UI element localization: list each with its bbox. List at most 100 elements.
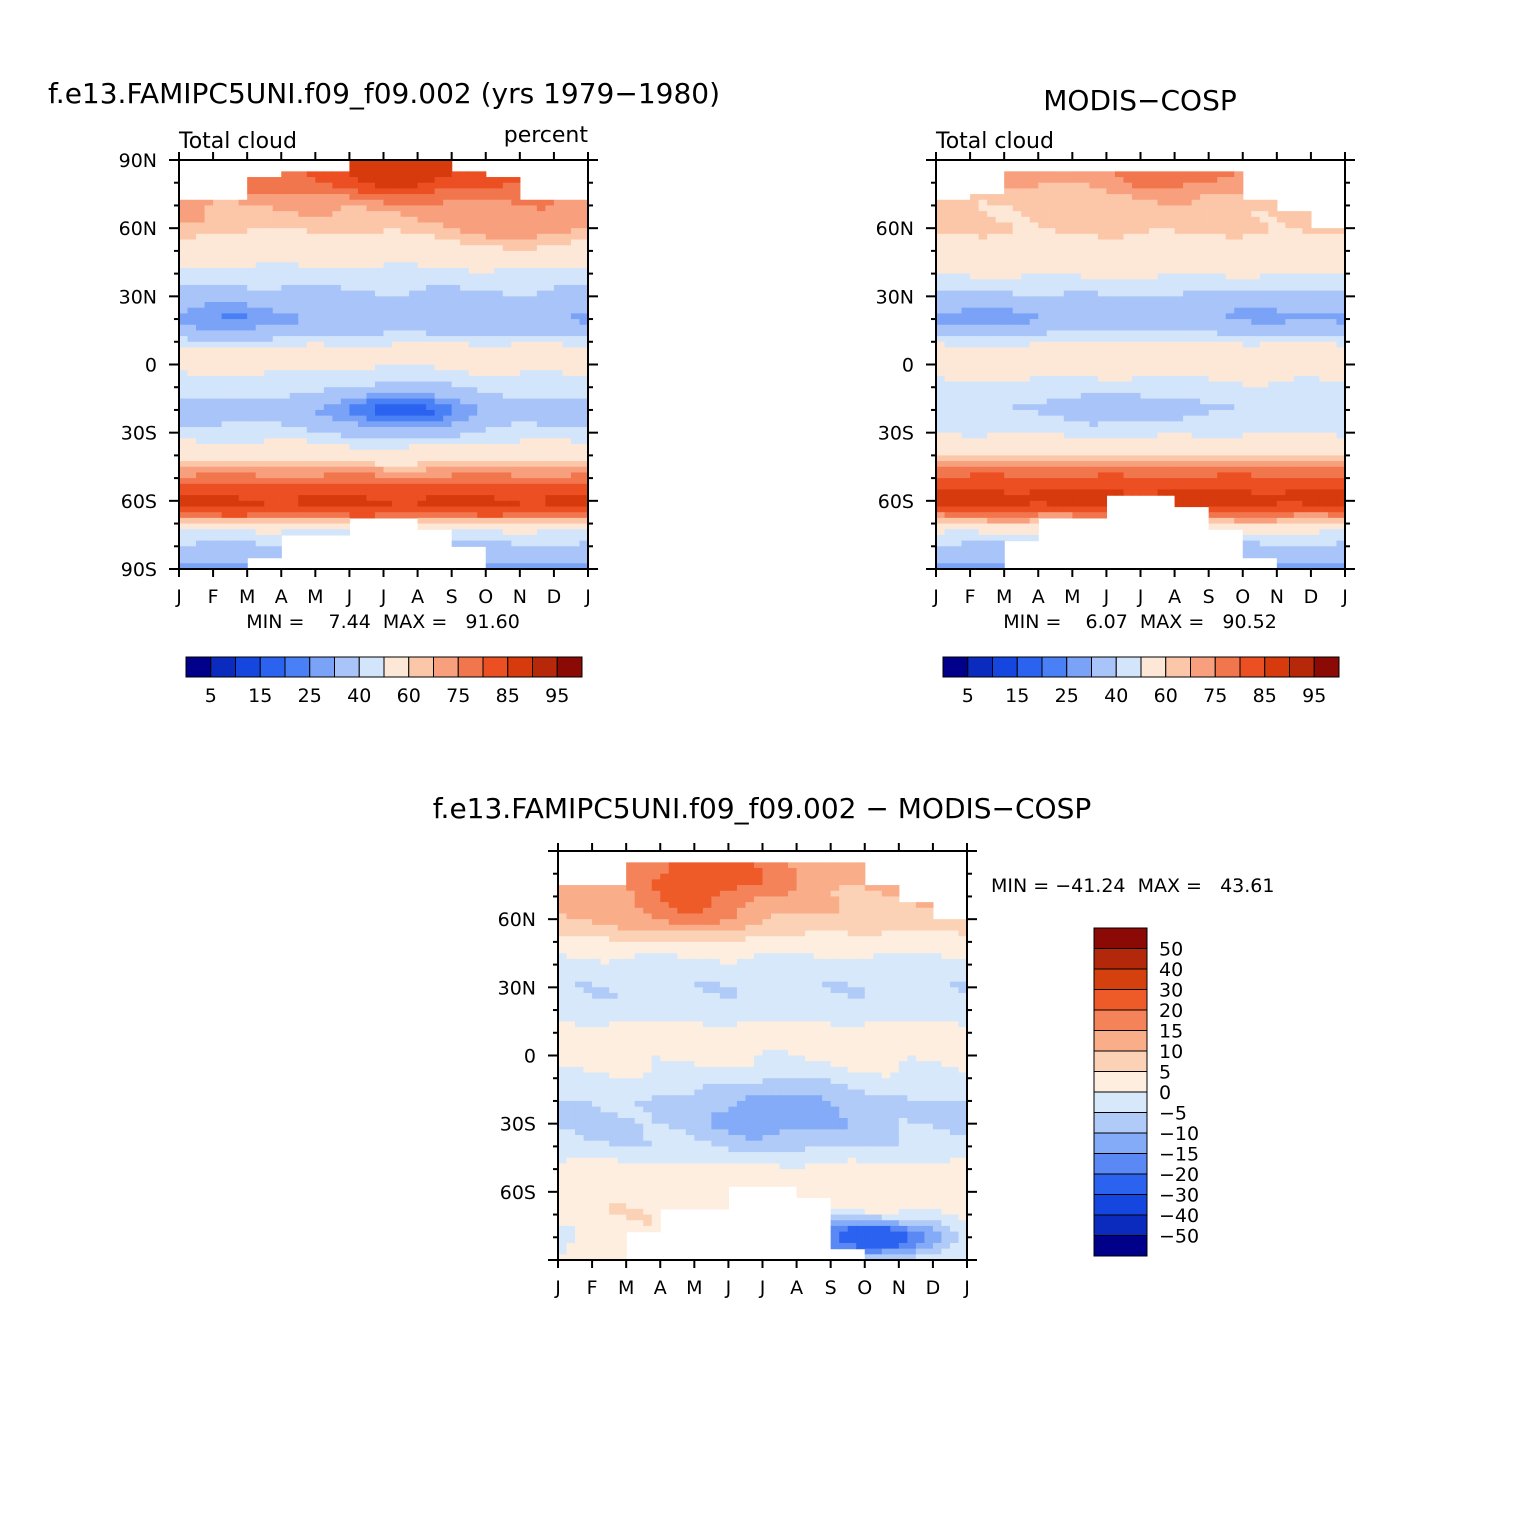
model-contour-cell — [196, 364, 206, 371]
obs-contour-cell — [970, 341, 980, 349]
obs-contour-cell — [1200, 341, 1210, 349]
obs-contour-cell — [1063, 205, 1073, 212]
model-contour-cell — [221, 341, 231, 349]
model-colorbar-label: 95 — [545, 685, 569, 707]
model-contour-cell — [434, 466, 444, 474]
model-contour-cell — [213, 512, 223, 519]
obs-contour-cell — [961, 353, 971, 360]
model-y-tick-label: 60N — [119, 218, 157, 240]
model-contour-cell — [247, 398, 257, 405]
model-contour-cell — [460, 216, 470, 224]
obs-contour-cell — [1200, 273, 1210, 280]
model-contour-cell — [340, 500, 351, 508]
obs-contour-cell — [970, 324, 980, 332]
model-contour-cell — [204, 500, 214, 508]
obs-contour-cell — [953, 364, 963, 371]
obs-contour-cell — [978, 307, 988, 314]
model-contour-cell — [315, 324, 325, 332]
obs-contour-cell — [1319, 358, 1329, 366]
model-contour-cell — [238, 239, 248, 246]
model-contour-cell — [383, 387, 393, 394]
obs-contour-cell — [1310, 387, 1321, 394]
model-contour-cell — [306, 506, 316, 513]
model-contour-cell — [196, 472, 206, 479]
model-contour-cell — [340, 483, 351, 491]
model-contour-cell — [494, 421, 504, 428]
model-contour-cell — [230, 199, 240, 207]
model-contour-cell — [213, 222, 223, 229]
obs-contour-cell — [1268, 375, 1278, 383]
model-contour-cell — [238, 381, 248, 388]
model-contour-cell — [477, 478, 487, 485]
model-contour-cell — [357, 500, 368, 508]
model-contour-cell — [298, 387, 308, 394]
obs-contour-cell — [1004, 375, 1014, 383]
model-contour-cell — [230, 279, 240, 286]
model-contour-cell — [281, 324, 291, 332]
obs-contour-cell — [1021, 358, 1031, 366]
obs-contour-cell — [1285, 370, 1295, 377]
obs-contour-cell — [1234, 375, 1244, 383]
obs-contour-cell — [953, 370, 963, 377]
model-contour-cell — [417, 256, 427, 263]
model-contour-cell — [545, 534, 555, 542]
model-contour-cell — [562, 512, 572, 519]
model-contour-cell — [196, 205, 206, 212]
model-contour-cell — [374, 444, 385, 451]
model-contour-cell — [434, 233, 444, 241]
model-contour-cell — [417, 279, 427, 286]
obs-contour-cell — [1319, 279, 1329, 286]
model-contour-cell — [204, 438, 214, 445]
model-contour-cell — [383, 290, 393, 297]
obs-contour-cell — [987, 341, 997, 349]
model-contour-cell — [366, 461, 376, 468]
model-contour-cell — [289, 517, 299, 525]
model-contour-cell — [451, 398, 461, 405]
obs-contour-cell — [1234, 341, 1244, 349]
obs-contour-cell — [1183, 284, 1193, 292]
model-contour-cell — [451, 455, 461, 462]
model-contour-cell — [281, 529, 291, 536]
obs-contour-cell — [1259, 302, 1269, 309]
model-contour-cell — [187, 330, 197, 337]
model-contour-cell — [502, 267, 512, 275]
model-contour-cell — [383, 177, 393, 184]
obs-contour-cell — [1157, 296, 1167, 303]
model-contour-cell — [426, 177, 436, 184]
model-contour-cell — [426, 216, 436, 224]
obs-contour-cell — [978, 267, 988, 275]
model-contour-cell — [272, 307, 282, 314]
obs-contour-cell — [936, 353, 946, 360]
obs-contour-cell — [1012, 358, 1022, 366]
model-contour-cell — [579, 478, 589, 485]
model-contour-cell — [187, 512, 197, 519]
obs-contour-cell — [1217, 199, 1227, 207]
model-contour-cell — [417, 358, 427, 366]
model-contour-cell — [349, 205, 359, 212]
model-contour-cell — [349, 398, 359, 405]
obs-contour-cell — [1319, 319, 1329, 326]
model-contour-cell — [434, 336, 444, 343]
model-contour-cell — [485, 284, 495, 292]
obs-contour-cell — [1149, 211, 1159, 218]
obs-contour-cell — [1166, 233, 1176, 241]
model-contour-cell — [349, 341, 359, 349]
obs-contour-cell — [1276, 245, 1286, 252]
model-contour-cell — [179, 404, 189, 411]
obs-contour-cell — [1293, 358, 1303, 366]
obs-contour-cell — [1055, 228, 1065, 235]
obs-contour-cell — [936, 256, 946, 263]
obs-contour-cell — [1038, 358, 1048, 366]
model-contour-cell — [426, 432, 436, 439]
obs-contour-cell — [1072, 222, 1082, 229]
model-contour-cell — [570, 313, 581, 320]
model-contour-cell — [349, 478, 359, 485]
obs-contour-cell — [1302, 222, 1312, 229]
model-contour-cell — [357, 239, 368, 246]
model-contour-cell — [255, 551, 265, 559]
obs-contour-cell — [1080, 171, 1090, 178]
model-contour-cell — [213, 472, 223, 479]
model-contour-cell — [238, 353, 248, 360]
model-contour-cell — [221, 438, 231, 445]
model-contour-cell — [281, 398, 291, 405]
